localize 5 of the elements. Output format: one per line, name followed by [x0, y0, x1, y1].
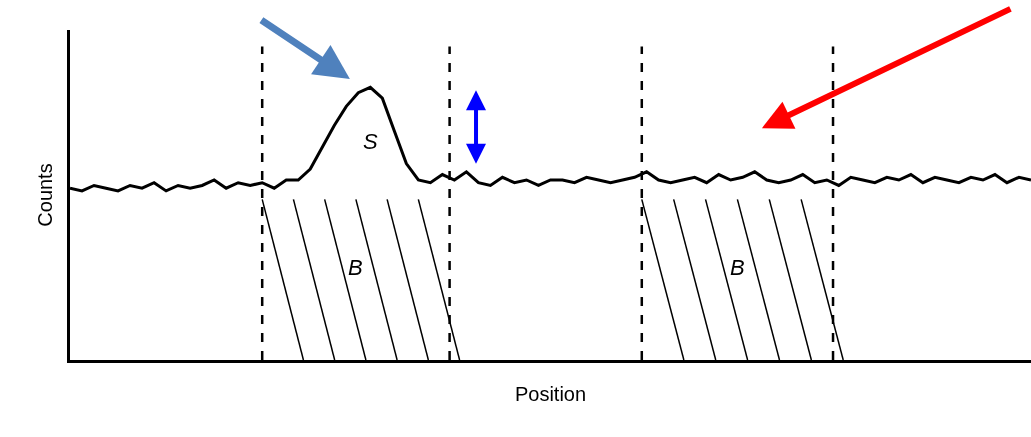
x-axis-title: Position	[514, 382, 587, 405]
annotation: B	[348, 255, 363, 280]
y-axis-title: Counts	[33, 163, 56, 227]
annotation: S	[363, 129, 378, 154]
annotation: B	[730, 255, 745, 280]
